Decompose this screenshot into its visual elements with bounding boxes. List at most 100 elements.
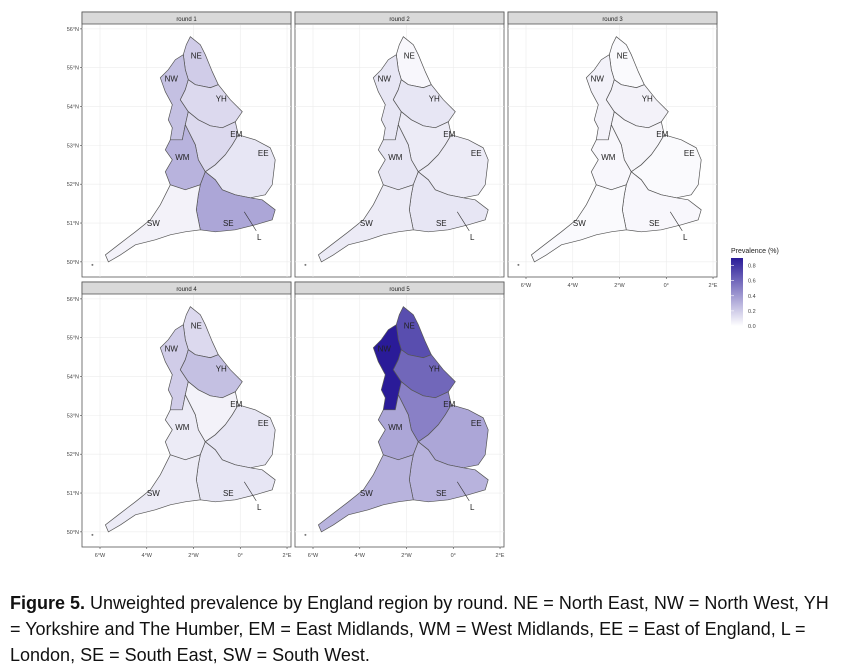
legend-title: Prevalence (%) bbox=[731, 248, 779, 255]
region-label: EE bbox=[258, 149, 269, 158]
region-label: SW bbox=[360, 219, 373, 228]
x-tick-label: 0° bbox=[238, 553, 243, 559]
x-tick-label: 6°W bbox=[308, 553, 319, 559]
region-label: NE bbox=[617, 52, 628, 61]
x-tick-label: 2°E bbox=[709, 283, 718, 289]
region-label: WM bbox=[175, 153, 190, 162]
x-tick-label: 2°W bbox=[614, 283, 625, 289]
x-tick-label: 4°W bbox=[355, 553, 366, 559]
panel-strip bbox=[81, 281, 292, 295]
x-tick-label: 6°W bbox=[95, 553, 106, 559]
region bbox=[530, 184, 627, 263]
region bbox=[317, 184, 414, 263]
region-label: EE bbox=[684, 149, 695, 158]
region-label: WM bbox=[388, 423, 403, 432]
y-tick-label: 53°N bbox=[67, 413, 79, 419]
region-label: L bbox=[257, 503, 262, 512]
y-tick-label: 52°N bbox=[67, 452, 79, 458]
region-label: NW bbox=[378, 345, 392, 354]
y-tick-label: 51°N bbox=[67, 221, 79, 227]
x-tick-label: 4°W bbox=[568, 283, 579, 289]
leader-line bbox=[670, 211, 683, 231]
legend-tick-label: 0.6 bbox=[748, 279, 756, 285]
region-label: YH bbox=[429, 365, 440, 374]
region-label: WM bbox=[388, 153, 403, 162]
y-tick-label: 50°N bbox=[67, 260, 79, 266]
panel-strip bbox=[294, 11, 505, 25]
region-label: NE bbox=[404, 322, 415, 331]
y-tick-label: 56°N bbox=[67, 297, 79, 303]
region-label: EM bbox=[230, 130, 242, 139]
region-label: SE bbox=[223, 489, 234, 498]
leader-line bbox=[457, 211, 470, 231]
region-label: EE bbox=[258, 419, 269, 428]
panel-title: round 3 bbox=[602, 17, 623, 23]
y-tick-label: 54°N bbox=[67, 105, 79, 111]
scilly-isles bbox=[304, 263, 307, 266]
panel-title: round 2 bbox=[389, 17, 410, 23]
x-tick-label: 0° bbox=[451, 553, 456, 559]
region-label: SE bbox=[436, 219, 447, 228]
region-label: YH bbox=[429, 95, 440, 104]
panel-strip bbox=[507, 11, 718, 25]
x-tick-label: 2°W bbox=[401, 553, 412, 559]
scilly-isles bbox=[91, 263, 94, 266]
region-label: NE bbox=[404, 52, 415, 61]
scilly-isles bbox=[517, 263, 520, 266]
leader-line bbox=[244, 481, 257, 501]
region-label: YH bbox=[216, 365, 227, 374]
region-label: SE bbox=[223, 219, 234, 228]
region-label: NE bbox=[191, 52, 202, 61]
region-label: EM bbox=[230, 400, 242, 409]
legend-colorbar bbox=[731, 258, 743, 326]
region-label: NW bbox=[165, 75, 179, 84]
x-tick-label: 2°W bbox=[188, 553, 199, 559]
region-label: L bbox=[470, 233, 475, 242]
x-tick-label: 2°E bbox=[496, 553, 505, 559]
scilly-isles bbox=[91, 533, 94, 536]
x-tick-label: 2°E bbox=[283, 553, 292, 559]
region bbox=[104, 184, 201, 263]
x-tick-label: 6°W bbox=[521, 283, 532, 289]
region-label: L bbox=[683, 233, 688, 242]
y-tick-label: 51°N bbox=[67, 491, 79, 497]
panel-title: round 5 bbox=[389, 287, 410, 293]
panel-title: round 1 bbox=[176, 17, 197, 23]
panel-title: round 4 bbox=[176, 287, 197, 293]
region-label: NE bbox=[191, 322, 202, 331]
region-label: EM bbox=[443, 400, 455, 409]
region-label: SE bbox=[649, 219, 660, 228]
x-tick-label: 0° bbox=[664, 283, 669, 289]
caption-label: Figure 5. bbox=[10, 593, 86, 613]
x-tick-label: 4°W bbox=[142, 553, 153, 559]
legend-tick-label: 0.8 bbox=[748, 264, 756, 270]
region-label: NW bbox=[591, 75, 605, 84]
region-label: SE bbox=[436, 489, 447, 498]
scilly-isles bbox=[304, 533, 307, 536]
caption: Figure 5. Unweighted prevalence by Engla… bbox=[10, 590, 842, 668]
panel-strip bbox=[294, 281, 505, 295]
legend-tick-label: 0.0 bbox=[748, 324, 756, 330]
panel-strip bbox=[81, 11, 292, 25]
region-label: YH bbox=[216, 95, 227, 104]
legend-tick-label: 0.2 bbox=[748, 309, 756, 315]
region-label: SW bbox=[147, 219, 160, 228]
y-tick-label: 54°N bbox=[67, 375, 79, 381]
region-label: NW bbox=[165, 345, 179, 354]
leader-line bbox=[244, 211, 257, 231]
region bbox=[317, 454, 414, 533]
y-tick-label: 52°N bbox=[67, 182, 79, 188]
map-figure: round 1 50°N 51°N 52°N 53°N 54°N 55°N 56°N NE NW Y… bbox=[67, 11, 779, 559]
y-tick-label: 50°N bbox=[67, 530, 79, 536]
region-label: EE bbox=[471, 419, 482, 428]
region-label: EE bbox=[471, 149, 482, 158]
region-label: YH bbox=[642, 95, 653, 104]
region-label: EM bbox=[443, 130, 455, 139]
y-tick-label: 53°N bbox=[67, 143, 79, 149]
leader-line bbox=[457, 481, 470, 501]
region-label: NW bbox=[378, 75, 392, 84]
region-label: SW bbox=[360, 489, 373, 498]
region-label: L bbox=[470, 503, 475, 512]
region-label: SW bbox=[147, 489, 160, 498]
